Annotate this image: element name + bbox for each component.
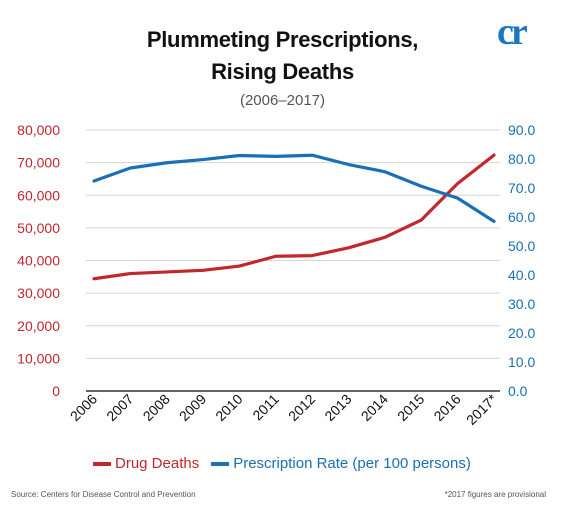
right-axis-tick-label: 0.0 [508, 383, 528, 399]
x-axis-tick-label: 2016 [430, 391, 463, 424]
x-axis-tick-label: 2013 [321, 391, 354, 424]
legend-label-prescription-rate: Prescription Rate (per 100 persons) [233, 455, 471, 472]
left-axis-tick-label: 30,000 [17, 285, 60, 301]
x-axis-tick-label: 2015 [394, 391, 427, 424]
left-axis-tick-label: 20,000 [17, 318, 60, 334]
left-axis-tick-label: 10,000 [17, 350, 60, 366]
right-axis-tick-label: 60.0 [508, 209, 535, 225]
prescription-rate-swatch [211, 461, 230, 466]
right-axis-tick-label: 20.0 [508, 325, 535, 341]
right-axis-tick-label: 90.0 [508, 122, 535, 138]
legend: Drug Deaths Prescription Rate (per 100 p… [93, 455, 483, 472]
x-axis-tick-label: 2007 [103, 391, 136, 424]
left-axis-tick-label: 50,000 [17, 220, 60, 236]
left-axis-tick-label: 60,000 [17, 187, 60, 203]
left-axis-tick-label: 80,000 [17, 122, 60, 138]
right-axis-tick-label: 30.0 [508, 296, 535, 312]
right-axis-tick-label: 10.0 [508, 354, 535, 370]
legend-item-drug-deaths: Drug Deaths [93, 455, 199, 472]
x-axis-tick-label: 2010 [212, 391, 245, 424]
chart-subtitle: (2006–2017) [239, 92, 326, 109]
right-axis-tick-label: 50.0 [508, 238, 535, 254]
x-axis-tick-label: 2009 [176, 391, 209, 424]
legend-item-prescription-rate: Prescription Rate (per 100 persons) [211, 455, 471, 472]
drug-deaths-line [92, 153, 496, 281]
prescription-rate-line [92, 153, 496, 223]
x-axis-tick-label: 2017* [463, 390, 501, 428]
x-axis-tick-label: 2012 [285, 391, 318, 424]
x-axis-tick-label: 2011 [249, 391, 282, 424]
source-note: Source: Centers for Disease Control and … [11, 490, 196, 499]
right-axis-tick-label: 70.0 [508, 180, 535, 196]
x-axis-tick-label: 2008 [140, 391, 173, 424]
left-axis-tick-label: 40,000 [17, 253, 60, 269]
chart-title-line1: Plummeting Prescriptions, [146, 27, 419, 52]
left-axis-tick-label: 70,000 [17, 155, 60, 171]
chart-title-line2: Rising Deaths [211, 59, 354, 84]
x-axis-tick-label: 2006 [67, 391, 100, 424]
right-axis-tick-label: 40.0 [508, 267, 535, 283]
drug-deaths-swatch [93, 461, 111, 466]
x-axis-tick-label: 2014 [358, 391, 391, 424]
legend-label-drug-deaths: Drug Deaths [115, 455, 200, 472]
provisional-note: *2017 figures are provisional [444, 490, 546, 499]
left-axis-tick-label: 0 [52, 383, 60, 399]
cr-logo: cr [497, 11, 528, 53]
right-axis-tick-label: 80.0 [508, 151, 535, 167]
